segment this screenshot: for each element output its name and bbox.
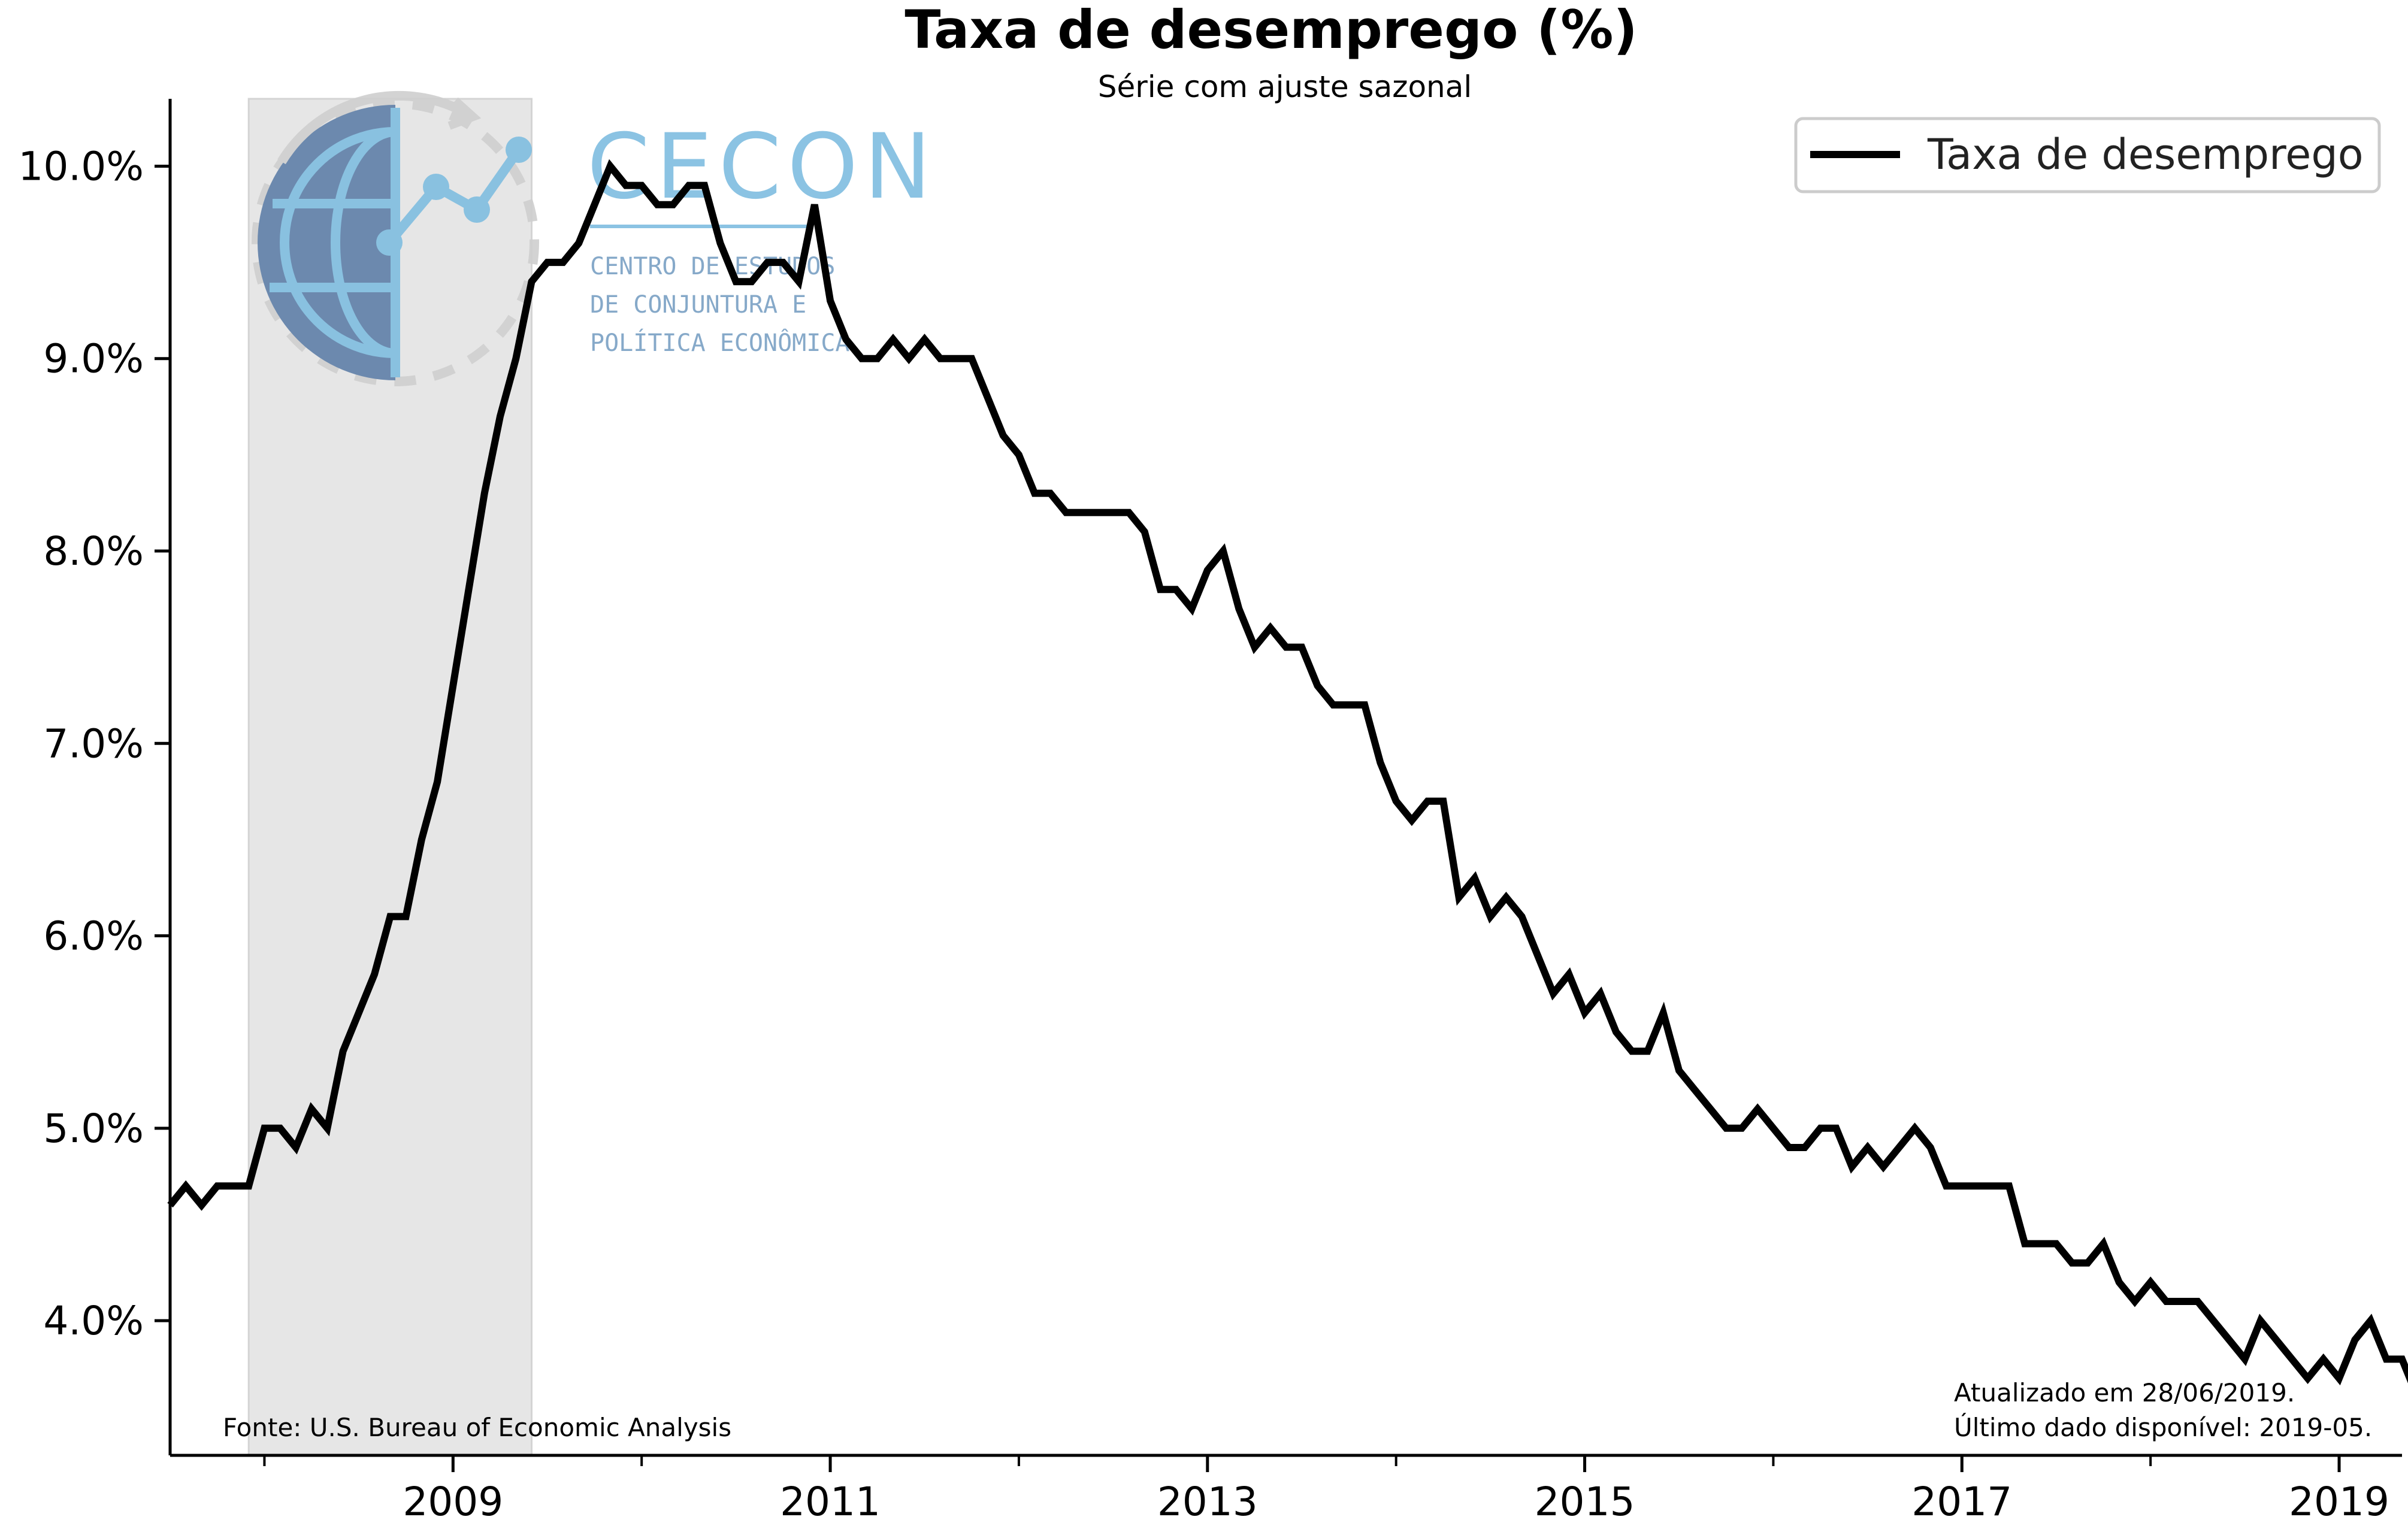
x-tick-label: 2017 xyxy=(1911,1479,2012,1525)
updated-note: Atualizado em 28/06/2019. xyxy=(1954,1378,2295,1407)
x-tick-label: 2013 xyxy=(1157,1479,1258,1525)
logo-line-2: DE CONJUNTURA E xyxy=(590,291,806,319)
x-tick-label: 2015 xyxy=(1535,1479,1635,1525)
y-tick-label: 5.0% xyxy=(43,1106,144,1152)
y-tick-label: 8.0% xyxy=(43,528,144,574)
y-tick-label: 7.0% xyxy=(43,720,144,767)
y-tick-label: 4.0% xyxy=(43,1298,144,1344)
series-line-taxa-de-desemprego xyxy=(167,159,2408,1386)
logo-line-3: POLÍTICA ECONÔMICA xyxy=(590,328,849,357)
y-axis: 4.0% 5.0% 6.0% 7.0% 8.0% 9.0% 10.0% xyxy=(18,143,170,1344)
chart-subtitle: Série com ajuste sazonal xyxy=(1098,69,1472,104)
x-tick-label: 2009 xyxy=(403,1479,503,1525)
x-tick-label: 2011 xyxy=(780,1479,881,1525)
chart-title: Taxa de desemprego (%) xyxy=(904,0,1637,60)
y-tick-label: 6.0% xyxy=(43,913,144,959)
y-tick-label: 10.0% xyxy=(18,143,144,189)
legend-box xyxy=(1794,117,2381,193)
x-axis: 2009 2011 2013 2015 2017 2019 xyxy=(263,1455,2389,1525)
legend: Taxa de desemprego xyxy=(1794,117,2381,193)
source-note: Fonte: U.S. Bureau of Economic Analysis xyxy=(223,1413,731,1442)
legend-entry-taxa-de-desemprego: Taxa de desemprego xyxy=(1927,130,2364,179)
logo-wordmark: CECON xyxy=(587,115,937,219)
x-tick-label: 2019 xyxy=(2289,1479,2389,1525)
cecon-logo: CECON CENTRO DE ESTUDOS DE CONJUNTURA E … xyxy=(252,90,937,386)
y-tick-label: 9.0% xyxy=(43,336,144,382)
last-data-note: Último dado disponível: 2019-05. xyxy=(1954,1412,2372,1442)
